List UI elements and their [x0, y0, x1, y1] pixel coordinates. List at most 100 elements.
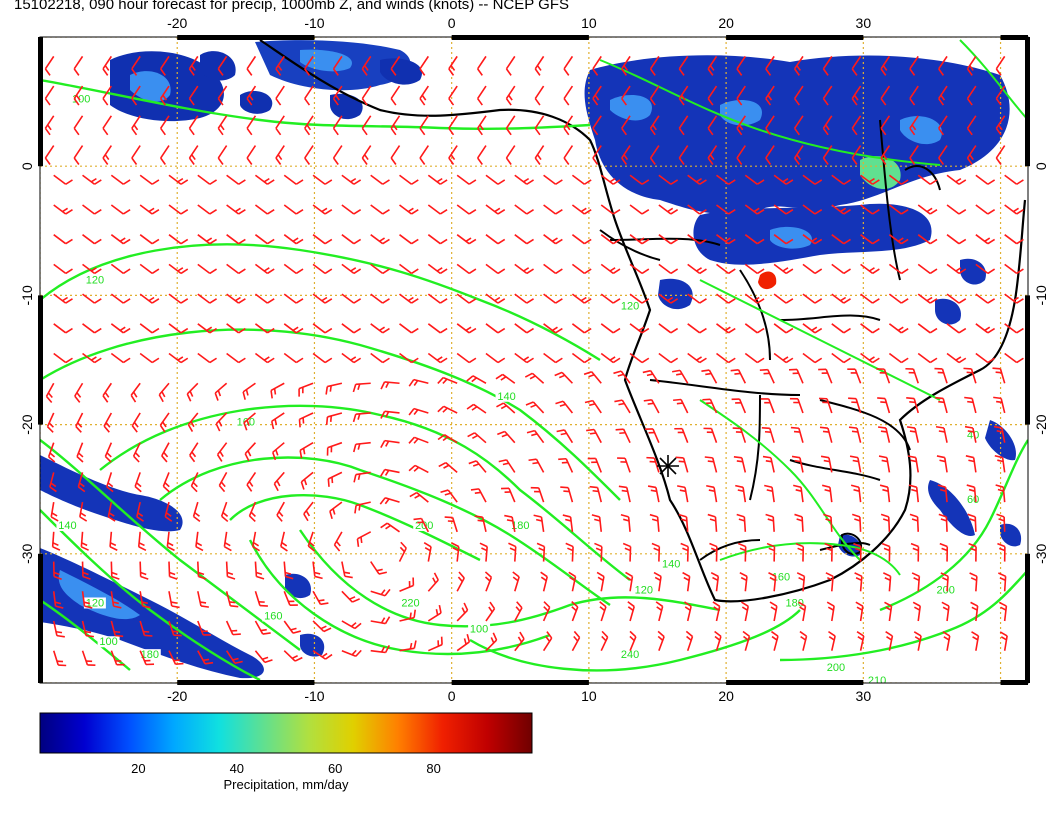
wind-barb — [312, 590, 329, 606]
wind-barb — [543, 234, 563, 245]
wind-barb — [246, 471, 257, 492]
wind-barb — [1004, 352, 1024, 364]
wind-barb — [332, 145, 343, 165]
wind-barb — [621, 115, 631, 136]
wind-barb — [599, 601, 607, 622]
wind-barb — [164, 501, 173, 522]
wind-barb — [110, 234, 131, 245]
wind-barb — [81, 561, 91, 580]
wind-barb — [307, 531, 316, 552]
wind-barb — [341, 620, 362, 630]
wind-barb — [534, 145, 545, 165]
wind-barb — [158, 382, 170, 403]
wind-barb — [790, 426, 804, 443]
wind-barb — [408, 436, 429, 444]
wind-barb — [217, 55, 228, 76]
precip-areas — [40, 40, 1022, 679]
wind-barb — [444, 516, 458, 533]
wind-barb — [456, 234, 477, 245]
wind-barb — [888, 174, 909, 185]
wind-barb — [761, 426, 775, 443]
wind-barb — [300, 471, 314, 490]
wind-barb — [51, 531, 61, 551]
wind-barb — [448, 85, 458, 106]
wind-barb — [629, 204, 650, 215]
wind-barb — [380, 522, 400, 533]
wind-barb — [706, 484, 718, 503]
contour-line — [699, 279, 941, 401]
wind-barb — [456, 263, 477, 275]
wind-barb — [995, 85, 1006, 106]
frame-bar — [451, 680, 589, 685]
wind-barb — [826, 601, 835, 622]
wind-barb — [965, 455, 977, 473]
colorbar-tick-label: 80 — [426, 761, 440, 776]
wind-barb — [934, 367, 948, 384]
wind-barb — [189, 442, 199, 463]
wind-barb — [505, 55, 516, 76]
wind-barb — [568, 571, 577, 592]
wind-barb — [1004, 323, 1024, 334]
wind-barb — [427, 572, 439, 592]
wind-barb — [942, 631, 951, 651]
contour-label: 120 — [635, 585, 653, 597]
wind-barb — [139, 591, 151, 609]
wind-barb — [370, 588, 391, 597]
wind-barb — [303, 501, 314, 522]
wind-barb — [657, 630, 665, 651]
wind-barb — [995, 55, 1006, 76]
wind-barb — [571, 323, 592, 334]
wind-barb — [881, 542, 891, 562]
wind-barb — [543, 323, 563, 334]
wind-barb — [680, 542, 689, 562]
wind-barb — [860, 234, 880, 245]
wind-barb — [773, 174, 794, 185]
wind-barb — [831, 263, 851, 275]
contour-label-bg — [83, 274, 106, 286]
wind-barb — [822, 55, 833, 76]
wind-barb — [197, 561, 207, 580]
wind-barb — [563, 85, 574, 106]
wind-barb — [139, 204, 160, 215]
contour-label-bg — [619, 649, 642, 661]
wind-barb — [217, 85, 228, 106]
lon-tick-label-bottom: 30 — [856, 688, 872, 704]
wind-barb — [409, 491, 429, 503]
wind-barb — [53, 323, 73, 334]
wind-barb — [820, 455, 833, 473]
map-title: 15102218, 090 hour forecast for precip, … — [14, 0, 569, 13]
wind-barb — [361, 55, 372, 76]
wind-barb — [254, 352, 275, 364]
wind-barb — [476, 85, 487, 106]
wind-barb — [629, 174, 650, 185]
frame-bar — [726, 680, 864, 685]
wind-barb — [967, 513, 977, 532]
contour-line — [879, 439, 1028, 612]
wind-barb — [132, 442, 141, 463]
wind-barb — [187, 412, 199, 432]
wind-barb — [485, 323, 506, 334]
wind-barb — [325, 382, 343, 395]
coastlines — [259, 39, 1027, 603]
wind-barb — [716, 234, 736, 245]
wind-barb — [712, 601, 721, 622]
wind-barb — [226, 293, 246, 304]
wind-barb — [159, 412, 170, 433]
wind-barb — [214, 382, 228, 401]
location-marker — [657, 455, 679, 477]
wind-barb — [678, 85, 689, 106]
wind-barb — [938, 115, 948, 136]
contour-line — [469, 609, 801, 672]
wind-barb — [760, 398, 775, 414]
wind-barb — [109, 531, 118, 551]
wind-barb — [594, 542, 603, 562]
wind-barb — [341, 204, 362, 215]
wind-barb — [304, 55, 314, 76]
wind-barb — [168, 352, 189, 364]
wind-barb — [312, 263, 333, 275]
wind-barb — [540, 571, 548, 592]
wind-barb — [251, 531, 261, 552]
wind-barb — [615, 428, 631, 444]
wind-barb — [946, 234, 967, 245]
wind-barb — [283, 263, 304, 275]
